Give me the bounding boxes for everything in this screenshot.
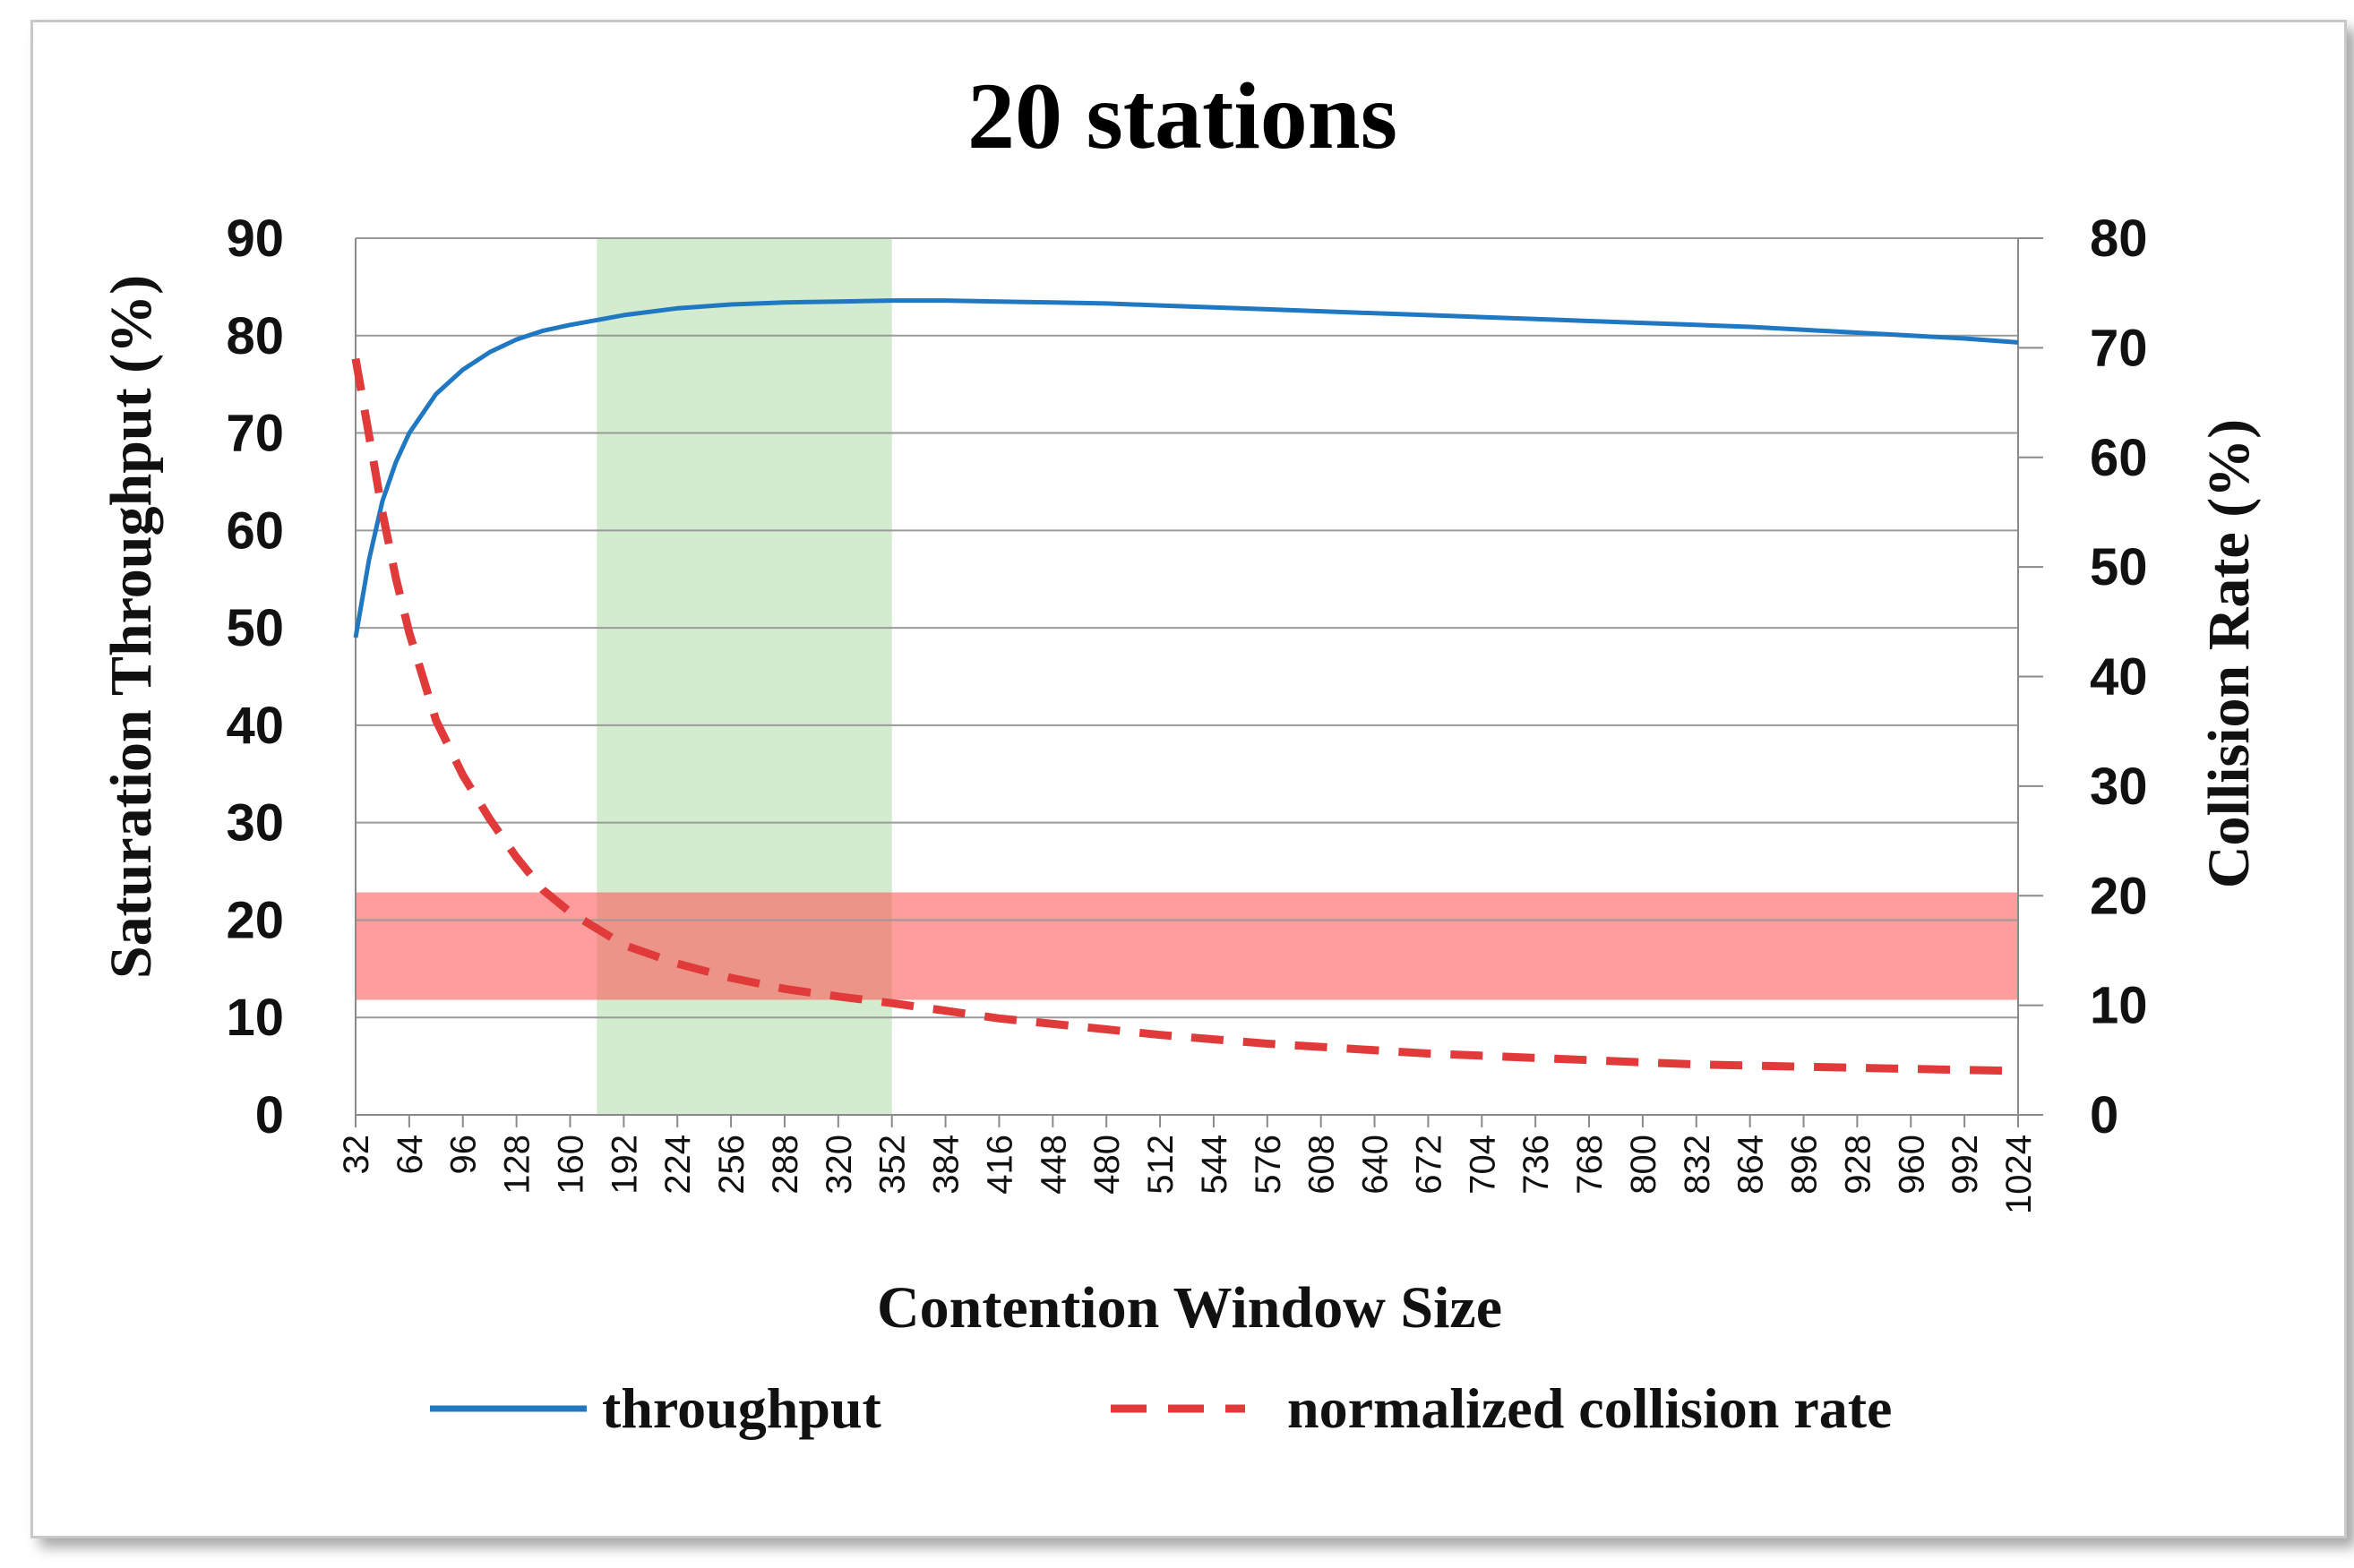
x-tick-label: 448 [1034,1135,1073,1195]
x-tick-label: 192 [605,1135,644,1195]
x-tick-label: 544 [1195,1135,1234,1195]
y-left-axis-label: Saturation Throughput (%) [99,275,164,979]
x-tick-label: 288 [766,1135,805,1195]
y-left-tick-label: 50 [226,599,284,657]
x-tick-label: 320 [820,1135,859,1195]
gridlines [356,237,2018,1116]
x-tick-label: 576 [1249,1135,1288,1195]
y-left-tick-label: 30 [226,794,284,853]
x-tick-label: 480 [1087,1135,1127,1195]
y-left-tick-label: 40 [226,697,284,755]
x-tick-label: 416 [980,1135,1019,1195]
x-tick-label: 960 [1892,1135,1931,1195]
legend-collision-label: normalized collision rate [1287,1376,1892,1440]
x-tick-label: 736 [1516,1135,1556,1195]
y-right-tick-label: 50 [2090,538,2148,596]
x-tick-label: 384 [927,1135,967,1195]
x-tick-label: 800 [1624,1135,1663,1195]
y-left-tick-label: 70 [226,405,284,463]
highlight-bands [356,238,2018,1115]
x-tick-label: 224 [658,1135,698,1195]
y-right-tick-label: 40 [2090,648,2148,707]
x-tick-label: 992 [1946,1135,1985,1195]
chart-title: 20 stations [967,64,1397,168]
x-tick-label: 32 [337,1135,376,1175]
y-left-tick-label: 10 [226,989,284,1047]
chart-frame [30,20,2347,1538]
y-right-tick-label: 80 [2090,210,2148,268]
x-tick-label: 928 [1838,1135,1877,1195]
y-right-axis-label: Collision Rate (%) [2196,419,2262,888]
collision-rate-line [351,357,2019,1075]
x-tick-label: 1024 [1999,1135,2039,1214]
x-tick-label: 704 [1463,1135,1502,1195]
y-right-ticks: 0 10 20 30 40 50 60 70 80 [2018,210,2148,1144]
throughput-line [353,298,2019,638]
x-tick-label: 832 [1678,1135,1717,1195]
y-right-tick-label: 70 [2090,319,2148,377]
legend-throughput-label: throughput [602,1376,882,1440]
x-tick-label: 128 [498,1135,537,1195]
y-right-tick-label: 0 [2090,1086,2118,1144]
x-tick-label: 160 [551,1135,590,1195]
y-left-tick-label: 20 [226,891,284,949]
y-left-tick-label: 0 [255,1086,284,1144]
x-tick-label: 864 [1731,1135,1771,1195]
x-tick-label: 256 [712,1135,752,1195]
series-lines [351,298,2019,1075]
y-left-tick-label: 80 [226,307,284,365]
y-left-tick-label: 60 [226,501,284,560]
y-left-tick-label: 90 [226,210,284,268]
y-right-tick-label: 60 [2090,429,2148,487]
y-highlight-band [356,892,2018,1000]
y-right-tick-label: 20 [2090,867,2148,925]
y-left-ticks: 0 10 20 30 40 50 60 70 80 90 [226,210,284,1144]
x-tick-label: 96 [444,1135,484,1175]
x-tick-label: 352 [873,1135,913,1195]
x-tick-label: 512 [1141,1135,1181,1195]
x-tick-label: 64 [391,1135,430,1175]
x-tick-label: 896 [1785,1135,1825,1195]
x-axis-label: Contention Window Size [877,1275,1502,1341]
x-ticks: 32 64 96 128 160 192 224 256 288 320 352 384 416 448 4… [337,1115,2039,1214]
x-tick-label: 672 [1409,1135,1448,1195]
x-tick-label: 640 [1356,1135,1396,1195]
y-right-tick-label: 30 [2090,758,2148,816]
x-tick-label: 768 [1570,1135,1610,1195]
x-tick-label: 608 [1302,1135,1342,1195]
y-right-tick-label: 10 [2090,977,2148,1035]
legend: throughput normalized collision rate [430,1376,1892,1440]
